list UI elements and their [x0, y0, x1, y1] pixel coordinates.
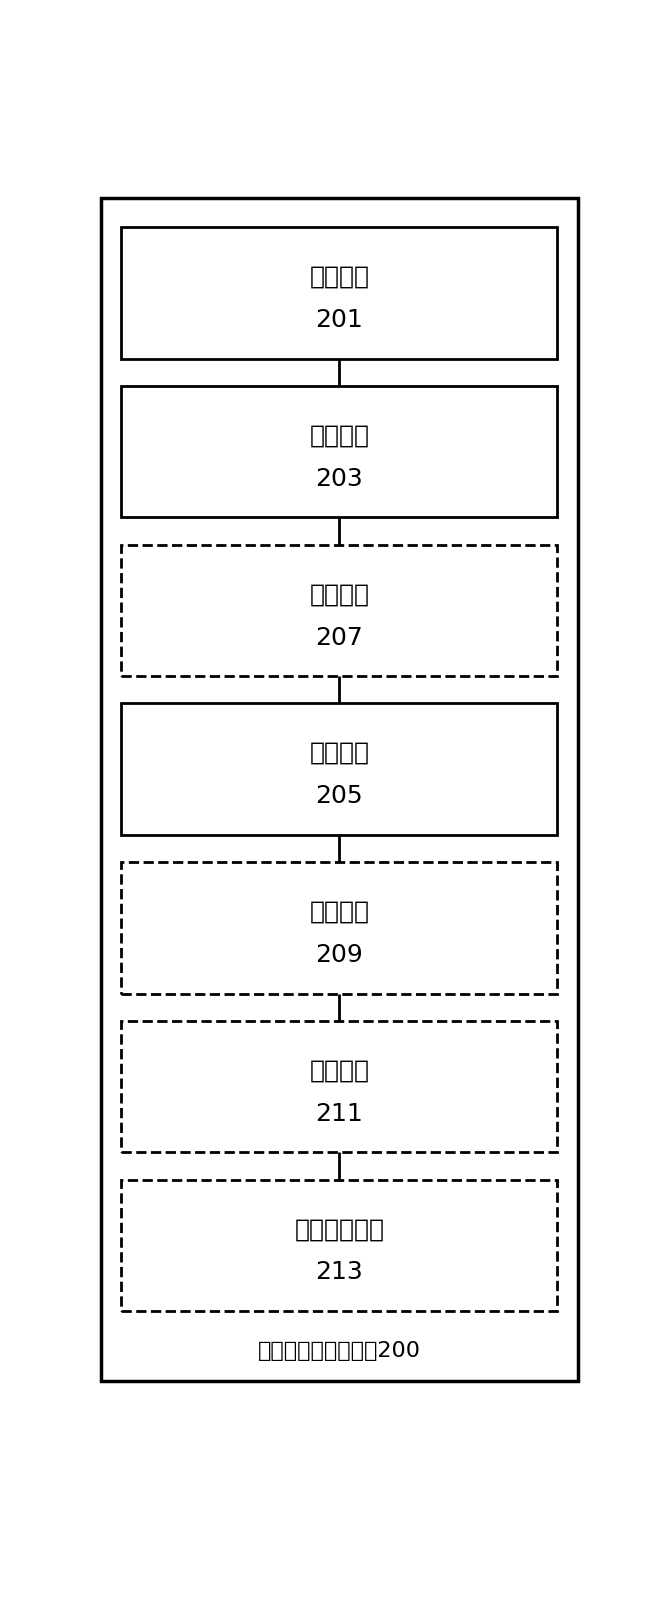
Text: 同步模块: 同步模块	[309, 1058, 369, 1082]
Text: 209: 209	[315, 944, 363, 968]
Text: 203: 203	[315, 467, 363, 491]
Bar	[121, 1180, 557, 1311]
Text: 211: 211	[315, 1101, 363, 1125]
Text: 拆分模块: 拆分模块	[309, 742, 369, 766]
Text: 数据交互模块: 数据交互模块	[295, 1217, 384, 1241]
Bar	[121, 544, 557, 676]
Bar	[121, 703, 557, 835]
Text: 索引模块: 索引模块	[309, 583, 369, 607]
Text: 比较模块: 比较模块	[309, 265, 369, 289]
Bar	[121, 385, 557, 517]
Text: 213: 213	[315, 1260, 363, 1284]
Bar	[121, 228, 557, 360]
Text: 数据表水平拆分装置200: 数据表水平拆分装置200	[258, 1340, 421, 1361]
Text: 205: 205	[316, 785, 363, 809]
Bar	[121, 862, 557, 993]
Text: 207: 207	[315, 626, 363, 650]
Text: 选择模块: 选择模块	[309, 424, 369, 448]
Bar	[121, 1021, 557, 1152]
Text: 存储模块: 存储模块	[309, 900, 369, 924]
Text: 201: 201	[315, 308, 363, 332]
